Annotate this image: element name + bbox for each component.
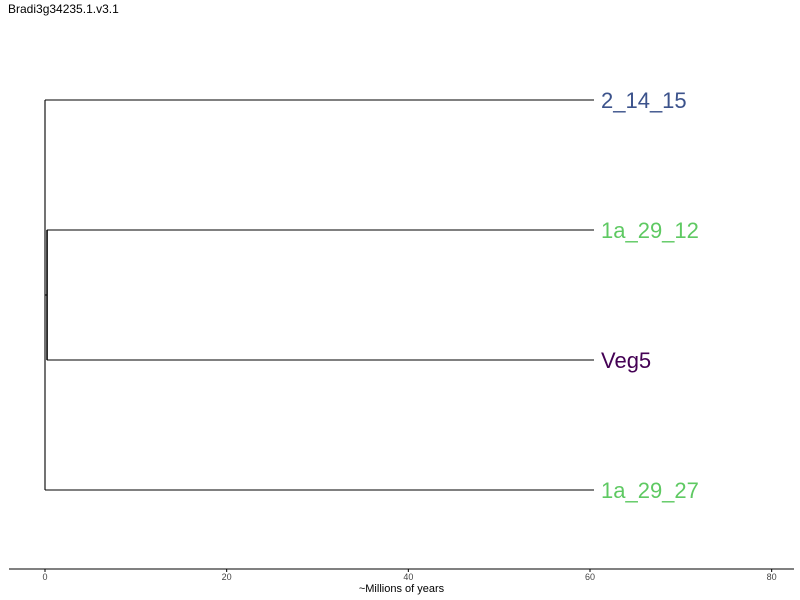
tip-label: 1a_29_12 (601, 218, 699, 243)
time-axis: 0 20 40 60 80 ~Millions of years (9, 568, 794, 595)
axis-tick-label: 60 (585, 572, 595, 582)
axis-tick-label: 40 (403, 572, 413, 582)
tree-branches (44, 99, 594, 491)
axis-tick-label: 80 (767, 572, 777, 582)
tip-label: 1a_29_27 (601, 478, 699, 503)
tree-title: Bradi3g34235.1.v3.1 (8, 2, 119, 16)
tip-label: Veg5 (601, 348, 651, 373)
axis-tick-label: 0 (42, 572, 47, 582)
axis-title: ~Millions of years (359, 583, 445, 595)
axis-tick-label: 20 (222, 572, 232, 582)
tip-labels: 2_14_15 1a_29_12 Veg5 1a_29_27 (601, 88, 699, 503)
axis-ticks: 0 20 40 60 80 (42, 569, 777, 582)
tip-label: 2_14_15 (601, 88, 687, 113)
